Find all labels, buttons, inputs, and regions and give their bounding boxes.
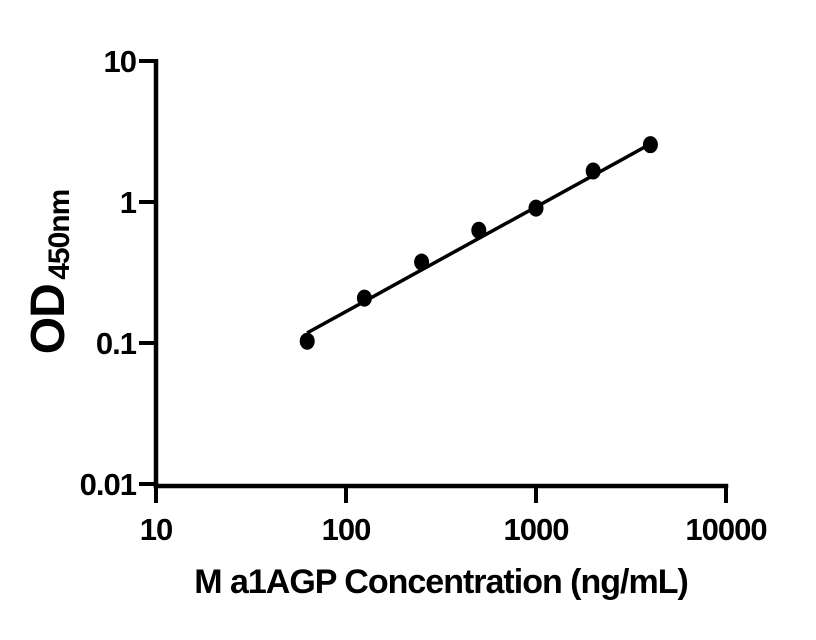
x-tick-label: 100 <box>322 512 371 547</box>
data-point <box>471 221 487 239</box>
tick-labels-layer: 10 100 1000 10000 0.01 0.1 1 10 <box>80 44 768 547</box>
y-axis-title: OD 450nm <box>22 190 76 355</box>
x-tick-label: 1000 <box>504 512 569 547</box>
data-point <box>299 332 315 350</box>
x-axis-title: M a1AGP Concentration (ng/mL) <box>194 563 688 601</box>
y-tick-label: 0.1 <box>96 326 137 361</box>
y-tick-label: 0.01 <box>80 467 137 502</box>
data-point <box>528 199 544 217</box>
y-tick-label: 1 <box>120 185 137 220</box>
data-point <box>642 136 658 154</box>
data-point <box>356 289 372 307</box>
ticks-layer <box>139 59 728 503</box>
x-tick-label: 10000 <box>685 512 766 547</box>
plot-layer <box>299 136 658 350</box>
axes-layer <box>153 59 729 489</box>
y-axis-title-main: OD <box>22 284 75 354</box>
x-tick-label: 10 <box>140 512 172 547</box>
data-point <box>414 253 430 271</box>
y-tick-label: 10 <box>104 44 136 79</box>
data-point <box>585 162 601 180</box>
y-axis-title-subscript: 450nm <box>43 190 76 280</box>
